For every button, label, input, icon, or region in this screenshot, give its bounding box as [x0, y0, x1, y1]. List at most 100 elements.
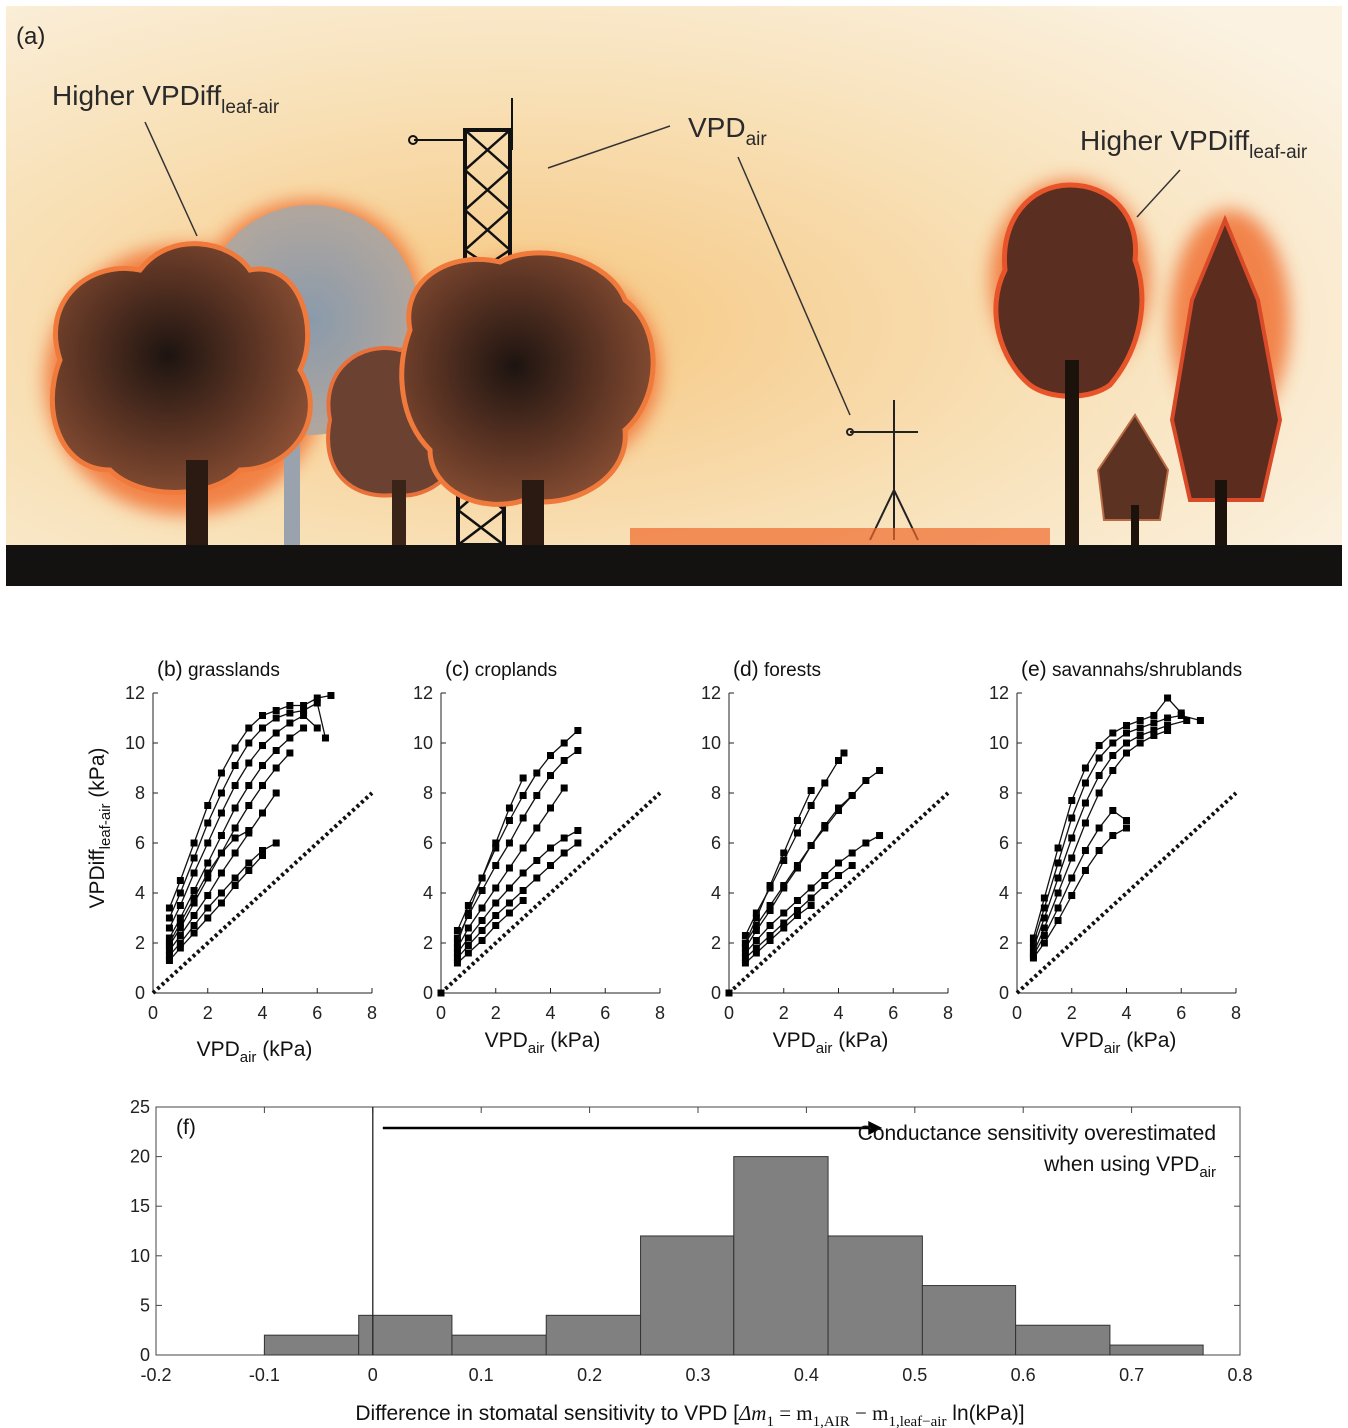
data-point	[1081, 764, 1089, 772]
x-label-sub-air: 1,AIR	[813, 1414, 850, 1428]
data-point	[766, 882, 774, 889]
x-tick-label: 2	[491, 1003, 501, 1023]
histogram-bar	[545, 1314, 642, 1356]
data-point	[1054, 917, 1062, 924]
data-point	[165, 939, 173, 947]
x-tick-label: 0.1	[469, 1365, 494, 1385]
x-axis-label: VPDair (kPa)	[197, 1038, 313, 1066]
weather-station	[846, 400, 919, 541]
data-point	[176, 914, 184, 922]
data-point	[780, 849, 788, 857]
data-point	[1109, 752, 1117, 759]
x-tick-label: 0.4	[794, 1365, 819, 1385]
data-point	[1164, 694, 1172, 702]
data-point	[505, 864, 513, 872]
y-tick-label: 6	[711, 833, 721, 853]
data-point	[259, 712, 266, 719]
data-point	[560, 834, 568, 842]
data-point	[505, 817, 513, 824]
data-point	[272, 707, 280, 714]
data-point	[321, 734, 329, 742]
data-point	[245, 759, 253, 767]
data-point	[766, 937, 774, 944]
y-label-unit: (kPa)	[86, 747, 109, 803]
chart-panel-4: 0 2 4 6 8 10 12 0 2 4 6 8 (e) savannahs/shrublands VP…	[989, 658, 1242, 1057]
data-point	[492, 862, 500, 869]
data-point	[1109, 739, 1117, 747]
data-point	[835, 872, 842, 879]
series-line	[744, 790, 812, 944]
data-point	[492, 844, 500, 852]
data-point	[807, 842, 815, 849]
data-point	[752, 922, 760, 929]
data-point	[560, 849, 568, 857]
data-point	[1150, 727, 1158, 734]
data-point	[1150, 712, 1158, 719]
data-point	[725, 989, 733, 997]
data-point	[862, 839, 870, 847]
data-point	[835, 804, 842, 812]
y-tick-label: 8	[135, 783, 145, 803]
x-label-delta: Δ	[738, 1401, 751, 1425]
panel-title: (e) savannahs/shrublands	[1021, 658, 1242, 681]
data-point	[217, 769, 225, 777]
data-point	[204, 914, 212, 922]
data-point	[231, 744, 239, 752]
data-point	[848, 862, 856, 869]
x-label-unit: (kPa)	[256, 1038, 312, 1061]
data-point	[547, 844, 554, 852]
callout-right-label: Higher VPDiffleaf-air	[1080, 125, 1308, 163]
data-point	[1150, 732, 1158, 739]
x-label-sub: air	[240, 1049, 257, 1066]
data-point	[1136, 739, 1144, 747]
data-point	[300, 707, 308, 714]
y-axis-label: VPDiffleaf-air (kPa)	[86, 747, 114, 908]
data-point	[176, 924, 184, 932]
callout-center-label: VPDair	[688, 112, 767, 150]
x-tick-label: 0.7	[1119, 1365, 1144, 1385]
data-point	[1150, 719, 1158, 727]
data-point	[492, 884, 500, 892]
data-point	[464, 924, 472, 932]
y-tick-label: 5	[140, 1295, 150, 1315]
data-point	[176, 939, 184, 947]
data-point	[204, 859, 212, 867]
data-point	[217, 889, 225, 897]
x-label-eq: = m	[774, 1401, 813, 1425]
data-point	[165, 952, 173, 959]
data-point	[231, 874, 239, 882]
data-point	[741, 949, 749, 957]
data-point	[1095, 824, 1103, 832]
data-point	[876, 767, 884, 774]
data-point	[560, 784, 568, 792]
data-point	[505, 839, 513, 847]
data-point	[752, 949, 760, 957]
data-point	[313, 724, 321, 732]
data-point	[1054, 844, 1062, 852]
histogram-bar	[921, 1285, 1017, 1356]
data-point	[807, 787, 815, 794]
series-line	[456, 730, 579, 931]
histogram-bar	[263, 1334, 360, 1356]
data-point	[272, 747, 280, 754]
data-point	[519, 844, 527, 852]
data-point	[519, 887, 527, 894]
data-point	[464, 909, 472, 917]
y-tick-label: 0	[999, 983, 1009, 1003]
data-point	[217, 869, 225, 877]
data-point	[574, 827, 582, 834]
series-line	[1032, 827, 1127, 959]
data-point	[1123, 824, 1130, 832]
histogram-bar	[358, 1314, 453, 1356]
data-point	[1109, 832, 1117, 839]
data-point	[1068, 814, 1076, 822]
data-point	[766, 932, 774, 939]
chart-panel-1: 0 2 4 6 8 10 12 0 2 4 6 8 (b) grasslands VPDair (kPa)…	[86, 658, 377, 1066]
histogram-bar	[1015, 1324, 1111, 1356]
data-point	[821, 882, 829, 889]
x-tick-label: -0.2	[140, 1365, 171, 1385]
data-point	[1109, 807, 1117, 814]
data-point	[286, 734, 294, 742]
data-point	[478, 927, 486, 934]
x-tick-label: 0	[436, 1003, 446, 1023]
